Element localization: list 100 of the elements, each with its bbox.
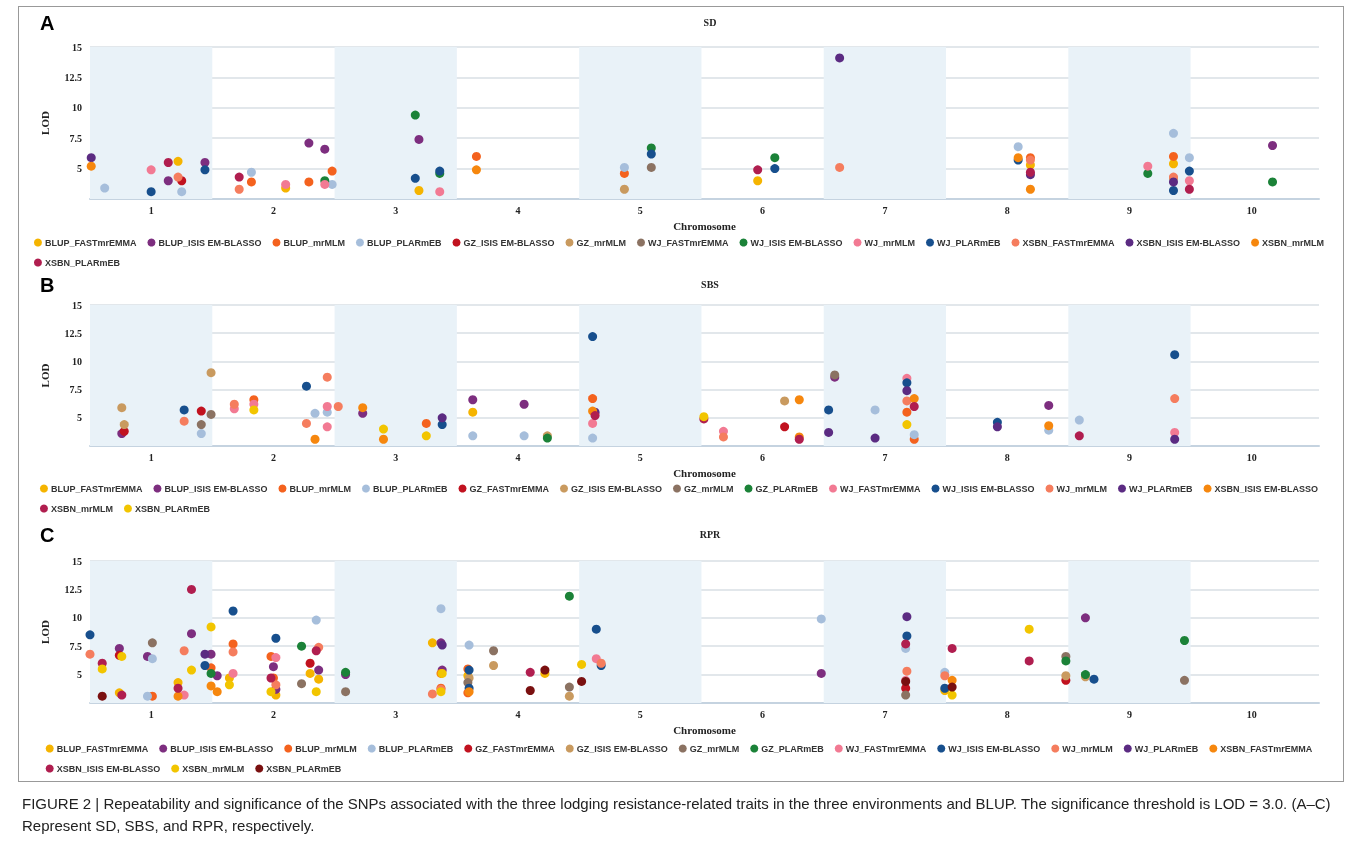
point <box>902 612 912 622</box>
point <box>119 420 129 430</box>
point <box>304 138 314 148</box>
point <box>427 689 437 699</box>
point <box>187 584 196 594</box>
point <box>468 395 478 405</box>
point <box>379 434 388 444</box>
y-tick-label: 12.5 <box>64 71 82 83</box>
x-tick-label: 8 <box>1004 708 1010 720</box>
point <box>268 662 278 672</box>
point <box>1268 141 1278 150</box>
legend-label: WJ_ISIS EM-BLASSO <box>750 237 843 248</box>
legend-label: WJ_ISIS EM-BLASSO <box>942 483 1035 494</box>
point <box>1089 674 1099 684</box>
point <box>200 165 210 175</box>
point <box>229 399 239 409</box>
point <box>1061 671 1071 681</box>
point <box>770 153 780 163</box>
point <box>224 680 234 690</box>
point <box>718 432 728 442</box>
x-tick-label: 1 <box>148 204 154 216</box>
legend-label: BLUP_PLARmEB <box>372 483 448 494</box>
point <box>304 177 314 187</box>
x-tick-label: 8 <box>1004 451 1010 463</box>
legend-label: BLUP_ISIS EM-BLASSO <box>164 483 268 494</box>
point <box>1143 168 1153 178</box>
legend-label: BLUP_FASTmrEMMA <box>44 237 137 248</box>
legend-label: GZ_mrMLM <box>576 237 626 248</box>
point <box>464 640 474 650</box>
x-tick-label: 6 <box>760 451 766 463</box>
x-tick-label: 2 <box>270 204 276 216</box>
point <box>1268 177 1278 187</box>
point <box>177 187 187 197</box>
point <box>564 591 574 601</box>
point <box>414 134 424 144</box>
point <box>333 402 343 412</box>
legend-label: WJ_mrMLM <box>864 237 916 248</box>
point <box>780 396 790 406</box>
point <box>1170 394 1180 404</box>
point <box>901 690 911 700</box>
y-tick-label: 15 <box>72 41 82 53</box>
point <box>646 162 656 172</box>
point <box>427 638 437 648</box>
x-tick-label: 1 <box>148 451 154 463</box>
point <box>301 418 311 428</box>
y-tick-label: 5 <box>77 163 82 175</box>
legend-label: BLUP_PLARmEB <box>366 237 442 248</box>
point <box>206 681 216 691</box>
point <box>564 682 574 692</box>
point <box>619 184 629 194</box>
point <box>588 332 598 342</box>
legend-label: XSBN_PLARmEB <box>44 257 121 268</box>
legend-label: WJ_FASTmrEMMA <box>647 237 729 248</box>
point <box>358 403 368 413</box>
chart-title: RPR <box>699 528 722 540</box>
point <box>753 176 763 186</box>
y-tick-label: 10 <box>72 102 82 114</box>
point <box>1170 434 1180 444</box>
x-tick-label: 5 <box>637 708 643 720</box>
point <box>525 667 535 677</box>
point <box>246 167 256 177</box>
legend-label: BLUP_FASTmrEMMA <box>50 483 143 494</box>
point <box>902 386 912 396</box>
point <box>147 638 157 648</box>
point <box>200 661 210 671</box>
legend-label: BLUP_ISIS EM-BLASSO <box>170 743 274 754</box>
y-tick-label: 5 <box>77 412 82 424</box>
point <box>310 434 320 444</box>
point <box>187 629 196 639</box>
point <box>147 654 157 664</box>
point <box>902 396 912 406</box>
point <box>1013 142 1023 152</box>
point <box>947 643 957 653</box>
legend-label: XSBN_mrMLM <box>1262 237 1325 248</box>
point <box>1168 128 1178 138</box>
legend-label: WJ_FASTmrEMMA <box>845 743 927 754</box>
legend-label: GZ_FASTmrEMMA <box>475 743 556 754</box>
point <box>437 413 447 423</box>
point <box>471 151 481 161</box>
point <box>1168 159 1178 169</box>
x-tick-label: 9 <box>1126 204 1132 216</box>
point <box>1044 400 1054 410</box>
point <box>468 407 478 417</box>
point <box>588 433 598 443</box>
point <box>591 624 601 634</box>
x-tick-label: 6 <box>760 204 766 216</box>
point <box>471 165 481 175</box>
x-tick-label: 7 <box>882 451 888 463</box>
y-tick-label: 7.5 <box>69 640 82 652</box>
text: C <box>40 524 55 547</box>
chart-title: SD <box>703 16 717 28</box>
point <box>816 614 826 624</box>
point <box>1024 624 1034 634</box>
point <box>327 166 337 176</box>
point <box>525 686 535 695</box>
legend-label: WJ_PLARmEB <box>937 237 1002 248</box>
x-axis-title: Chromosome <box>673 723 736 736</box>
x-tick-label: 7 <box>882 708 888 720</box>
point <box>228 668 238 678</box>
x-tick-label: 7 <box>882 204 888 216</box>
